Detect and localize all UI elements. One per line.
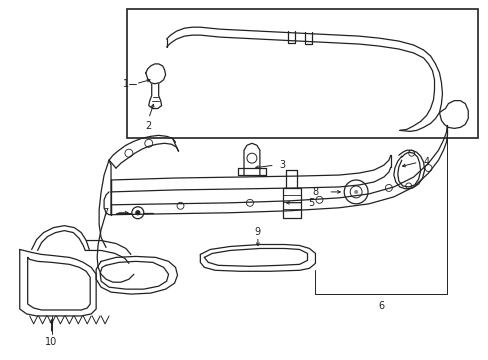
Text: 2: 2	[145, 121, 152, 131]
Text: 3: 3	[279, 160, 285, 170]
Circle shape	[136, 211, 140, 215]
Text: 6: 6	[377, 301, 383, 311]
Text: 8: 8	[312, 187, 318, 197]
Text: 10: 10	[45, 337, 58, 347]
Text: 7: 7	[102, 208, 108, 218]
Text: 4: 4	[423, 157, 429, 167]
Text: 1: 1	[122, 79, 129, 89]
Text: 5: 5	[308, 198, 314, 208]
Circle shape	[353, 190, 357, 194]
Bar	[127, 9, 477, 138]
Text: 9: 9	[254, 226, 261, 237]
